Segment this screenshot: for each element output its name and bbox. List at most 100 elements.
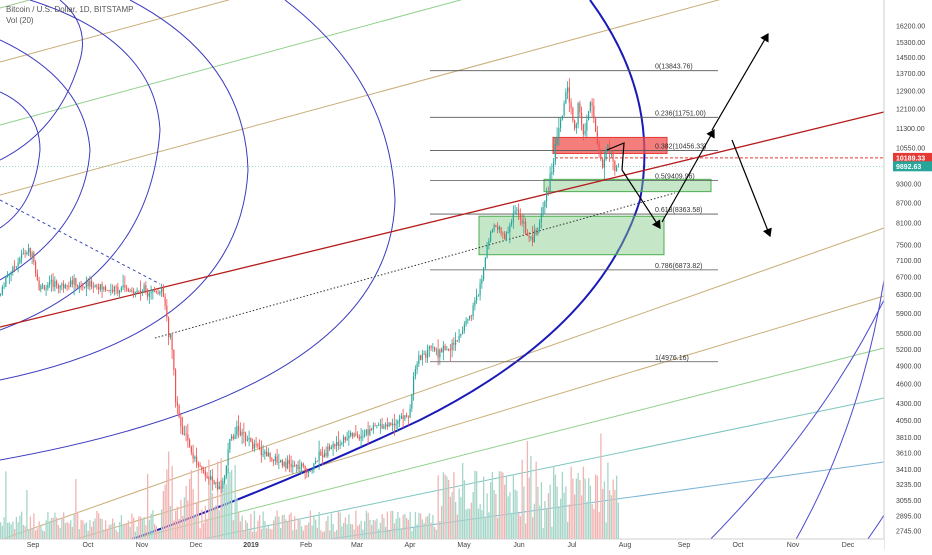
volume-bar: [231, 470, 233, 540]
volume-bar: [400, 528, 403, 540]
candle-body: [301, 463, 303, 468]
candle-body: [122, 285, 124, 288]
candles: [0, 78, 619, 494]
candle-body: [322, 455, 324, 458]
volume-bar: [465, 509, 467, 540]
candle-body: [105, 286, 107, 291]
candle-body: [82, 286, 84, 288]
candle-body: [35, 262, 37, 274]
volume-bar: [54, 512, 56, 540]
candle-body: [495, 224, 497, 227]
volume-bar: [526, 441, 529, 540]
candle-body: [558, 128, 560, 137]
volume-bar: [127, 520, 130, 540]
candle-body: [595, 118, 597, 132]
candle-body: [523, 221, 525, 224]
candle-body: [388, 422, 390, 427]
candle-body: [364, 433, 366, 436]
candle-body: [434, 347, 436, 351]
volume-bar: [614, 489, 616, 540]
volume-bar: [117, 531, 119, 540]
volume-bar: [245, 520, 247, 540]
candle-body: [196, 456, 198, 464]
candle-body: [490, 232, 492, 241]
candle-body: [413, 376, 415, 395]
volume-bar: [612, 479, 614, 540]
volume-bar: [556, 486, 558, 540]
candle-body: [617, 166, 619, 168]
candle-body: [607, 145, 609, 150]
candle-body: [171, 334, 173, 350]
volume-bar: [197, 467, 200, 540]
volume-bar: [302, 530, 305, 540]
volume-bar: [250, 513, 252, 540]
candle-body: [266, 451, 268, 457]
candle-body: [344, 437, 346, 440]
time-tick-label: Dec: [190, 542, 203, 549]
volume-bar: [355, 510, 357, 540]
candle-body: [22, 253, 24, 255]
candle-body: [441, 349, 443, 353]
volume-bar: [537, 486, 539, 540]
volume-bar: [215, 505, 217, 540]
candle-body: [252, 442, 254, 449]
candle-body: [575, 124, 577, 129]
candle-body: [80, 284, 82, 287]
symbol-title: Bitcoin / U.S. Dollar, 1D, BITSTAMP: [6, 5, 134, 14]
volume-bar: [327, 515, 329, 540]
candle-body: [238, 426, 240, 431]
volume-bar: [584, 478, 586, 540]
price-tick-label: 8700.00: [896, 200, 921, 207]
volume-bar: [103, 529, 105, 540]
volume-bar: [45, 520, 47, 540]
candle-body: [563, 103, 565, 116]
volume-bar: [358, 524, 361, 540]
volume-bar: [194, 514, 196, 540]
volume-bar: [484, 516, 487, 540]
volume-bar: [365, 510, 368, 540]
volume-bar: [486, 493, 488, 540]
candle-body: [540, 214, 542, 222]
candle-body: [453, 342, 455, 345]
volume-bar: [413, 526, 415, 540]
candle-body: [551, 171, 553, 174]
candle-body: [91, 280, 93, 287]
candle-body: [304, 465, 306, 471]
volume-bar: [449, 496, 452, 540]
time-tick-label: Aug: [619, 542, 632, 549]
volume-bar: [357, 525, 359, 540]
time-tick-label: Mar: [351, 542, 364, 549]
candle-body: [581, 112, 583, 125]
candle-body: [477, 295, 479, 297]
candle-body: [295, 464, 297, 467]
candle-body: [309, 470, 311, 472]
volume-bar: [131, 513, 133, 540]
volume-bar: [432, 514, 434, 540]
volume-bar: [462, 462, 464, 540]
volume-bar: [593, 509, 595, 540]
candle-body: [280, 460, 282, 462]
volume-bar: [320, 530, 322, 540]
volume-bar: [316, 527, 319, 540]
candle-body: [483, 267, 485, 280]
time-tick-label: Nov: [787, 542, 800, 549]
candle-body: [526, 233, 528, 236]
volume-bar: [446, 476, 448, 540]
candle-body: [164, 296, 166, 306]
candle-body: [507, 232, 509, 233]
volume-bar: [199, 528, 201, 540]
volume-bar: [91, 526, 93, 540]
volume-bar: [453, 472, 455, 540]
volume-bar: [227, 468, 229, 540]
candle-body: [584, 130, 586, 135]
volume-bar: [222, 490, 224, 540]
candle-body: [570, 102, 572, 109]
fib-level-label: 0.382(10456.33): [655, 144, 706, 151]
candle-body: [225, 465, 227, 477]
candle-body: [512, 213, 514, 222]
volume-bar: [411, 531, 413, 540]
volume-bar: [525, 523, 527, 540]
volume-bar: [238, 511, 240, 540]
